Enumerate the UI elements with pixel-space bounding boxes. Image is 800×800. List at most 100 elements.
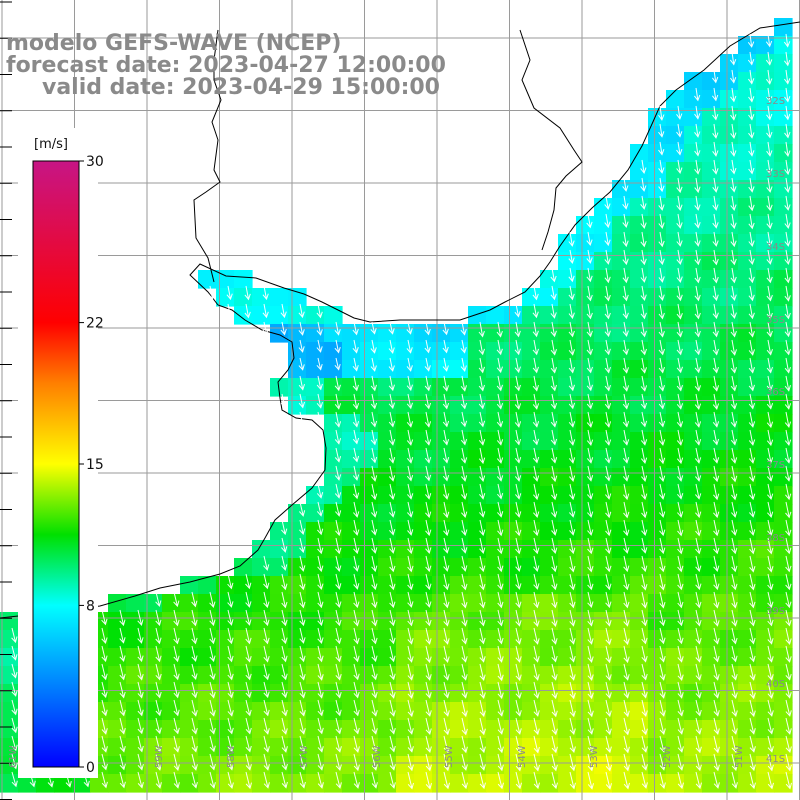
- wind-arrow: [371, 555, 378, 573]
- wind-speed-cell: [306, 306, 325, 325]
- wind-arrow: [424, 375, 431, 392]
- wind-arrow: [281, 591, 288, 609]
- wind-arrow: [676, 375, 683, 392]
- wind-arrow: [641, 681, 648, 699]
- wind-speed-cell: [270, 324, 289, 343]
- wind-arrow: [659, 519, 666, 537]
- wind-speed-cell: [720, 702, 739, 721]
- wind-speed-cell: [612, 216, 631, 235]
- wind-arrow: [11, 717, 18, 734]
- wind-arrow: [587, 699, 594, 718]
- wind-arrow: [622, 447, 630, 464]
- wind-arrow: [677, 645, 684, 663]
- wind-arrow: [784, 231, 791, 247]
- wind-speed-cell: [738, 54, 757, 73]
- wind-arrow: [424, 465, 432, 482]
- wind-arrow: [515, 483, 522, 500]
- wind-speed-cell: [756, 774, 775, 793]
- wind-arrow: [227, 699, 234, 717]
- wind-speed-cell: [756, 648, 775, 667]
- wind-speed-cell: [630, 288, 649, 307]
- wind-speed-cell: [414, 486, 433, 505]
- wind-arrow: [514, 357, 521, 374]
- wind-speed-cell: [306, 342, 325, 361]
- wind-arrow: [389, 681, 396, 699]
- wind-arrow: [712, 159, 719, 175]
- wind-arrow: [713, 681, 720, 699]
- wind-speed-cell: [666, 450, 685, 469]
- wind-arrow: [280, 303, 287, 319]
- wind-arrow: [695, 591, 702, 609]
- wind-arrow: [101, 771, 108, 789]
- wind-arrow: [749, 573, 756, 591]
- wind-arrow: [766, 159, 773, 175]
- wind-speed-cell: [630, 504, 649, 523]
- wind-arrow: [442, 393, 450, 410]
- wind-arrow: [137, 753, 144, 771]
- wind-speed-cell: [594, 450, 613, 469]
- wind-arrow: [335, 609, 342, 627]
- wind-arrow: [461, 555, 468, 572]
- wind-speed-cell: [522, 360, 541, 379]
- wind-speed-cell: [774, 378, 793, 397]
- wind-speed-cell: [630, 720, 649, 739]
- wind-speed-cell: [684, 162, 703, 181]
- wind-arrow: [623, 555, 630, 573]
- wind-speed-cell: [666, 252, 685, 271]
- wind-speed-cell: [702, 720, 721, 739]
- wind-arrow: [443, 717, 450, 736]
- wind-arrow: [317, 537, 324, 555]
- wind-arrow: [299, 663, 306, 681]
- wind-speed-cell: [648, 666, 667, 685]
- wind-speed-cell: [540, 378, 559, 397]
- wind-arrow: [497, 699, 504, 717]
- wind-arrow: [370, 375, 377, 392]
- wind-arrow: [443, 537, 450, 554]
- wind-arrow: [281, 609, 288, 627]
- wind-speed-cell: [774, 36, 793, 55]
- wind-arrow: [173, 609, 180, 627]
- wind-speed-cell: [288, 306, 307, 325]
- wind-speed-cell: [684, 666, 703, 685]
- wind-speed-cell: [720, 90, 739, 109]
- wind-speed-cell: [540, 486, 559, 505]
- wind-speed-cell: [288, 684, 307, 703]
- wind-speed-cell: [342, 738, 361, 757]
- wind-arrow: [191, 609, 198, 627]
- wind-arrow: [532, 357, 539, 374]
- wind-arrow: [622, 321, 629, 338]
- wind-speed-cell: [558, 540, 577, 559]
- wind-arrow: [622, 195, 629, 210]
- wind-speed-cell: [774, 504, 793, 523]
- wind-speed-cell: [648, 774, 667, 793]
- wind-arrow: [784, 141, 791, 158]
- wind-arrow: [11, 771, 18, 788]
- wind-arrow: [640, 393, 648, 410]
- wind-speed-cell: [468, 702, 487, 721]
- wind-arrow: [11, 753, 18, 770]
- wind-arrow: [748, 303, 755, 320]
- wind-arrow: [658, 429, 666, 446]
- wind-arrow: [407, 753, 414, 772]
- wind-arrow: [730, 429, 738, 446]
- wind-arrow: [677, 483, 684, 500]
- wind-speed-cell: [756, 522, 775, 541]
- wind-arrow: [784, 159, 791, 176]
- wind-speed-cell: [468, 306, 487, 325]
- wind-speed-cell: [558, 756, 577, 775]
- wind-arrow: [694, 357, 701, 374]
- wind-speed-cell: [468, 522, 487, 541]
- wind-arrow: [245, 735, 252, 753]
- wind-arrow: [659, 555, 666, 573]
- wind-arrow: [479, 501, 486, 518]
- wind-arrow: [533, 555, 540, 573]
- wind-arrow: [137, 717, 144, 735]
- wind-speed-cell: [612, 774, 631, 793]
- wind-speed-cell: [486, 684, 505, 703]
- wind-arrow: [281, 537, 288, 553]
- wind-arrow: [551, 717, 558, 736]
- wind-speed-cell: [558, 378, 577, 397]
- wind-arrow: [659, 753, 666, 771]
- wind-arrow: [389, 699, 396, 717]
